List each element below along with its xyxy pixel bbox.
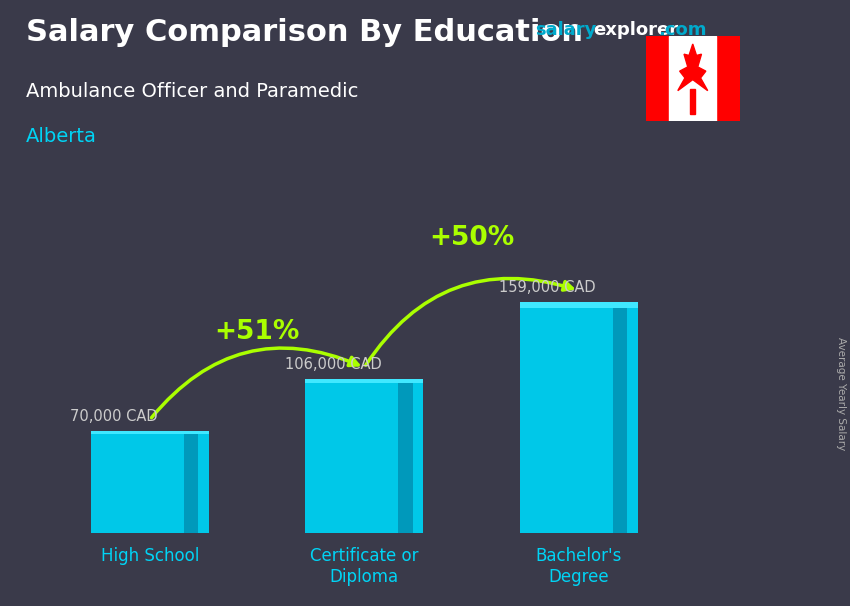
Text: 70,000 CAD: 70,000 CAD [71, 409, 158, 424]
Text: Ambulance Officer and Paramedic: Ambulance Officer and Paramedic [26, 82, 358, 101]
Text: Salary Comparison By Education: Salary Comparison By Education [26, 18, 582, 47]
Bar [305, 379, 423, 533]
Text: explorer: explorer [593, 21, 678, 39]
Bar [646, 36, 670, 121]
FancyArrowPatch shape [151, 348, 358, 418]
Bar [670, 36, 716, 121]
Bar [519, 302, 638, 533]
Text: Alberta: Alberta [26, 127, 96, 146]
Polygon shape [677, 44, 708, 91]
Bar [690, 89, 695, 113]
Bar [184, 431, 198, 533]
Text: 159,000 CAD: 159,000 CAD [499, 280, 596, 295]
Text: .com: .com [658, 21, 706, 39]
FancyBboxPatch shape [91, 431, 209, 434]
FancyBboxPatch shape [519, 302, 638, 308]
Text: 106,000 CAD: 106,000 CAD [285, 357, 382, 372]
Bar [613, 302, 627, 533]
Text: salary: salary [536, 21, 597, 39]
FancyBboxPatch shape [305, 379, 423, 383]
Text: +50%: +50% [428, 225, 514, 251]
FancyArrowPatch shape [366, 278, 572, 365]
Text: Average Yearly Salary: Average Yearly Salary [836, 338, 846, 450]
Text: +51%: +51% [214, 319, 300, 345]
Bar [399, 379, 412, 533]
Bar [91, 431, 209, 533]
Bar [716, 36, 740, 121]
